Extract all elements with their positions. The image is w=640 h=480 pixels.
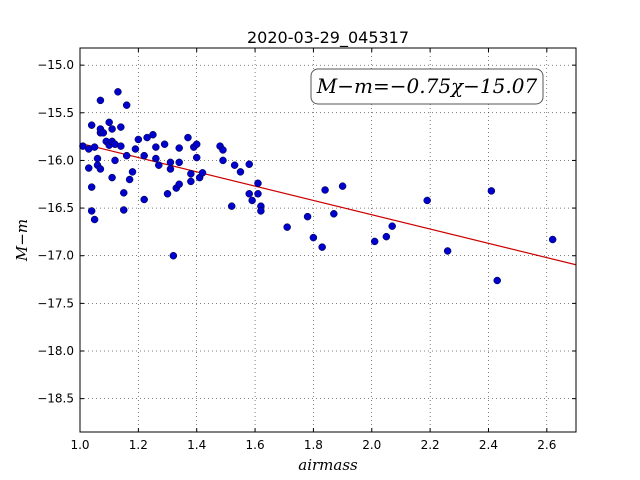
data-point	[134, 135, 143, 144]
y-tick-label: −17.0	[37, 249, 74, 263]
x-tick-label: 1.2	[129, 438, 148, 452]
data-point	[85, 164, 93, 172]
plot-area: 1.0 1.2 1.4 1.6 1.8 2.0 2.2 2.4 2.6 −15.0 −15.5 −16…	[37, 47, 577, 452]
data-point	[149, 130, 157, 139]
data-point	[382, 232, 391, 241]
data-point	[117, 142, 125, 150]
data-point	[125, 175, 134, 184]
data-point	[120, 206, 128, 214]
data-point	[175, 158, 183, 167]
data-point	[423, 196, 431, 205]
data-point	[163, 190, 172, 198]
fit-line	[80, 142, 576, 266]
data-point	[330, 210, 338, 218]
data-point	[219, 146, 227, 154]
y-tick-label: −18.0	[37, 344, 74, 358]
data-point	[117, 123, 125, 131]
data-point	[236, 168, 245, 176]
data-point	[152, 143, 160, 151]
data-point	[90, 143, 99, 151]
data-point	[105, 118, 113, 127]
data-point	[338, 182, 347, 190]
data-point	[87, 183, 96, 191]
data-point	[245, 160, 253, 168]
x-tick-label: 2.6	[537, 438, 556, 452]
fit-equation-label: M−m=−0.75χ−15.07	[316, 74, 538, 98]
data-point	[99, 129, 108, 137]
data-point	[169, 251, 178, 260]
data-point	[87, 207, 96, 215]
data-point	[187, 177, 195, 186]
data-point	[90, 215, 99, 224]
data-point	[140, 195, 148, 204]
y-axis-label: M−m	[13, 219, 31, 262]
data-point	[155, 161, 163, 169]
x-tick-label: 2.0	[362, 438, 381, 452]
data-point	[321, 186, 329, 194]
x-tick-label: 1.6	[246, 438, 265, 452]
x-tick-label: 1.0	[70, 438, 89, 452]
x-tick-label: 1.8	[304, 438, 323, 452]
data-point	[227, 202, 236, 210]
data-point	[128, 168, 137, 176]
data-point	[184, 133, 192, 142]
data-point	[370, 237, 379, 246]
data-point	[192, 153, 201, 162]
data-point	[96, 165, 105, 173]
y-tick-label: −15.5	[37, 106, 74, 120]
data-point	[257, 207, 265, 215]
data-point	[198, 169, 207, 177]
x-tick-label: 2.2	[421, 438, 440, 452]
x-tick-label: 2.4	[479, 438, 498, 452]
data-point	[192, 140, 201, 148]
data-point	[96, 96, 105, 105]
axes-frame	[79, 47, 577, 433]
x-axis-label: airmass	[298, 456, 358, 474]
y-tick-label: −18.5	[37, 392, 74, 406]
data-point	[114, 88, 122, 96]
data-point	[245, 190, 253, 198]
x-tick-label: 1.4	[187, 438, 206, 452]
data-point	[175, 144, 183, 152]
data-point	[303, 212, 312, 221]
data-point	[443, 247, 452, 255]
data-point	[283, 223, 291, 231]
data-point	[254, 179, 262, 188]
data-point	[87, 121, 96, 129]
data-point	[230, 161, 239, 169]
data-point	[108, 125, 116, 133]
data-point	[166, 165, 175, 173]
data-point	[140, 151, 148, 160]
data-point	[219, 156, 227, 165]
data-point	[248, 196, 256, 205]
chart-title: 2020-03-29_045317	[247, 28, 409, 48]
y-tick-label: −15.0	[37, 58, 74, 72]
data-point	[93, 154, 102, 163]
data-point	[120, 189, 128, 197]
data-point	[318, 243, 326, 251]
data-point	[166, 158, 175, 167]
data-point	[493, 276, 501, 285]
annotation-box	[310, 68, 544, 105]
data-point	[309, 233, 318, 242]
data-point	[175, 180, 183, 189]
data-point	[108, 173, 116, 182]
y-tick-label: −16.5	[37, 201, 74, 215]
data-point	[487, 187, 496, 195]
data-point	[548, 235, 557, 244]
data-point	[187, 170, 195, 178]
data-point	[388, 222, 396, 230]
data-point	[122, 151, 131, 160]
data-point	[111, 156, 119, 165]
data-point	[152, 154, 160, 163]
y-tick-label: −16.0	[37, 153, 74, 167]
y-tick-label: −17.5	[37, 296, 74, 310]
data-point	[122, 101, 131, 109]
data-point	[254, 190, 262, 198]
data-point	[160, 140, 169, 148]
data-point	[131, 145, 140, 153]
